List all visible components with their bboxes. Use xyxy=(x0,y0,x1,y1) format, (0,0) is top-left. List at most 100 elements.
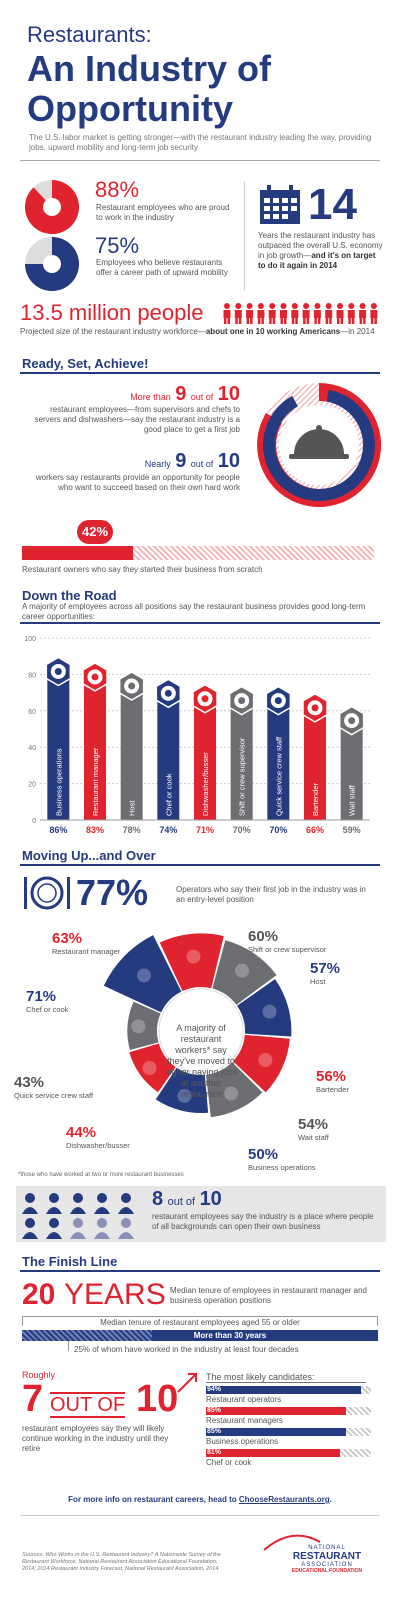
person-icon xyxy=(257,303,265,324)
candidate-pct: 94% xyxy=(207,1386,222,1393)
person-icon xyxy=(370,303,378,324)
roughly-label: Roughly xyxy=(22,1370,56,1380)
stat-proud-pct: 88% xyxy=(95,177,140,202)
y-tick-label: 40 xyxy=(28,745,36,752)
bar-value-label: 71% xyxy=(196,825,214,835)
ring-center xyxy=(158,988,244,1074)
ring-job-icon xyxy=(186,949,201,964)
bar-value-label: 83% xyxy=(86,825,104,835)
bar-category-label: Restaurant manager xyxy=(91,747,100,816)
road-rule xyxy=(20,622,380,624)
divider-vertical xyxy=(244,182,245,290)
candidate-pct: 81% xyxy=(207,1449,222,1456)
job-icon-glyph xyxy=(54,667,62,675)
y-tick-label: 100 xyxy=(24,636,36,643)
bar-value-label: 86% xyxy=(49,825,67,835)
ready-title: Ready, Set, Achieve! xyxy=(22,356,149,371)
person-icon xyxy=(325,303,333,324)
person-icon xyxy=(291,303,299,324)
bar xyxy=(84,684,106,820)
calendar-icon xyxy=(260,185,300,224)
person-icon xyxy=(234,303,242,324)
ring-segment xyxy=(232,1034,290,1093)
ring-label-pct: 60% xyxy=(248,928,279,945)
nra-logo-swoosh-icon xyxy=(263,1534,321,1551)
bar-category-label: Dishwasher/busser xyxy=(201,752,210,816)
ring-label-text: Shift or crew supervisor xyxy=(248,945,327,954)
moving-footnote: *those who have worked at two or more re… xyxy=(18,1172,184,1178)
workforce-text: Projected size of the restaurant industr… xyxy=(20,327,375,337)
bar-value-label: 59% xyxy=(343,825,361,835)
cloche-donut-icon xyxy=(257,382,382,507)
candidate-bar-fill xyxy=(206,1428,347,1436)
years-num: 20 xyxy=(22,1278,56,1311)
workforce-headline: 13.5 million people xyxy=(20,300,204,325)
candidate-pct: 85% xyxy=(207,1428,222,1435)
job-icon-glyph xyxy=(238,697,246,705)
stat-proud-text: Restaurant employees who are proud to wo… xyxy=(96,203,230,222)
workforce-text-tail: —in 2014 xyxy=(340,327,375,336)
more-info-text: For more info on restaurant careers, hea… xyxy=(68,1495,239,1504)
logo-line4: EDUCATIONAL FOUNDATION xyxy=(291,1568,363,1574)
job-icon-glyph xyxy=(274,697,282,705)
older-text: Median tenure of restaurant employees ag… xyxy=(100,1318,300,1327)
ring-label-text: Host xyxy=(310,977,326,986)
ring-label-pct: 54% xyxy=(298,1116,329,1133)
candidate-label: Business operations xyxy=(206,1437,279,1446)
finish-title: The Finish Line xyxy=(22,1254,118,1269)
ready-s2-text: workers say restaurants provide an oppor… xyxy=(35,473,240,492)
bar-category-label: Shift or crew supervisor xyxy=(238,737,247,816)
ready-s2-num: 9 xyxy=(175,450,187,472)
bar xyxy=(340,728,363,820)
people-icons xyxy=(222,302,382,324)
bar-value-label: 66% xyxy=(306,825,324,835)
ready-s1-num: 9 xyxy=(175,383,187,405)
bar-category-label: Business operations xyxy=(54,748,63,816)
ring-label: 43% Quick service crew staff xyxy=(14,1074,93,1100)
logo-line2: RESTAURANT xyxy=(292,1551,362,1562)
seven-outof: OUT OF xyxy=(50,1392,126,1418)
more-info: For more info on restaurant careers, hea… xyxy=(0,1495,400,1504)
candidate-bar-fill xyxy=(206,1407,347,1415)
choose-restaurants-link[interactable]: ChooseRestaurants.org xyxy=(238,1495,330,1504)
ring-segment xyxy=(103,935,182,1013)
ring-job-icon xyxy=(235,963,250,978)
quarter-bracket xyxy=(68,1341,69,1351)
bar xyxy=(267,708,290,820)
ring-label-text: Chef or cook xyxy=(26,1005,69,1014)
ring-segment xyxy=(159,933,224,992)
intro-text: The U.S. labor market is getting stronge… xyxy=(29,133,372,152)
ring-segment xyxy=(205,1062,263,1118)
ring-job-icon xyxy=(258,1052,273,1067)
ready-s2-den: 10 xyxy=(217,450,240,472)
ring-job-icon xyxy=(224,1086,239,1101)
y-tick-label: 60 xyxy=(28,709,36,716)
candidate-label: Restaurant operators xyxy=(206,1395,282,1404)
ring-label: 71% Chef or cook xyxy=(26,988,69,1014)
ring-job-icon xyxy=(262,1004,277,1019)
ring-label-text: Quick service crew staff xyxy=(14,1091,94,1100)
bar xyxy=(304,715,326,820)
person-icon xyxy=(223,303,231,324)
older-value: More than 30 years xyxy=(193,1331,267,1340)
ring-label: 50% Business operations xyxy=(248,1146,316,1172)
ready-rule xyxy=(20,372,380,374)
bar xyxy=(230,708,253,820)
stat-career-text: Employees who believe restaurants offer … xyxy=(96,258,228,277)
ring-label-pct: 56% xyxy=(316,1068,347,1085)
ready-s2-of: out of xyxy=(190,459,214,469)
footer-rule xyxy=(20,1515,380,1516)
arrow-icon xyxy=(177,1373,197,1393)
people-grid-icons xyxy=(22,1193,134,1239)
ring-label-text: Dishwasher/busser xyxy=(66,1141,130,1150)
candidate-bar-fill xyxy=(206,1449,340,1457)
workforce-text-plain: Projected size of the restaurant industr… xyxy=(20,327,206,336)
divider xyxy=(20,160,380,161)
seven-text: restaurant employees say they will likel… xyxy=(22,1424,169,1453)
candidate-bar-fill xyxy=(206,1386,362,1394)
ring-label-text: Business operations xyxy=(248,1163,316,1172)
y-tick-label: 80 xyxy=(28,672,36,679)
finish-rule xyxy=(20,1270,380,1272)
y-tick-label: 20 xyxy=(28,782,36,789)
